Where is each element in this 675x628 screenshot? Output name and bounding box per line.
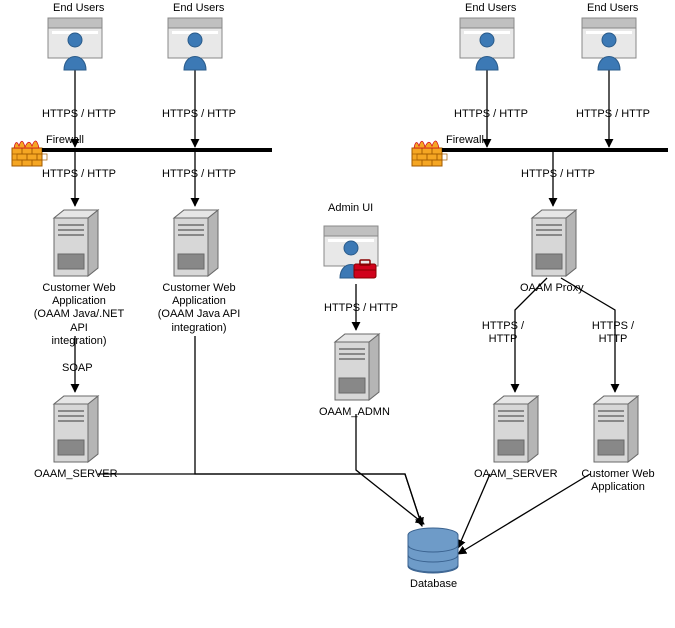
end-user-icon: [168, 18, 222, 70]
server-icon: [174, 210, 218, 276]
user4-label: End Users: [587, 2, 638, 15]
server-icon: [594, 396, 638, 462]
admin-label: Admin UI: [328, 202, 373, 215]
srv2-label: Customer WebApplication(OAAM Java APIint…: [151, 282, 247, 335]
oaamsrv1-label: OAAM_SERVER: [34, 468, 118, 481]
custweb2-label: Customer WebApplication: [576, 468, 660, 494]
admin-user-icon: [324, 226, 378, 278]
srv1-label: Customer WebApplication(OAAM Java/.NET A…: [24, 282, 134, 348]
edge-label: HTTPS / HTTP: [521, 168, 595, 181]
edge: [195, 336, 422, 526]
user3-label: End Users: [465, 2, 516, 15]
oaamsrv2-label: OAAM_SERVER: [474, 468, 558, 481]
edge: [356, 414, 424, 524]
user2-label: End Users: [173, 2, 224, 15]
edge-label: SOAP: [62, 362, 93, 375]
firewall-icon: [412, 141, 447, 166]
edge-label: HTTPS / HTTP: [42, 168, 116, 181]
edge: [458, 474, 590, 554]
server-icon: [54, 396, 98, 462]
firewall-icon: [12, 141, 47, 166]
edge-label: HTTPS / HTTP: [576, 108, 650, 121]
oaamadmn-label: OAAM_ADMN: [319, 406, 390, 419]
server-icon: [335, 334, 379, 400]
end-user-icon: [460, 18, 514, 70]
user1-label: End Users: [53, 2, 104, 15]
end-user-icon: [582, 18, 636, 70]
edge-label: HTTPS /HTTP: [480, 320, 526, 346]
server-icon: [494, 396, 538, 462]
edge-label: HTTPS / HTTP: [162, 168, 236, 181]
edge-label: HTTPS / HTTP: [42, 108, 116, 121]
server-icon: [532, 210, 576, 276]
edge-label: HTTPS / HTTP: [162, 108, 236, 121]
edge-label: HTTPS / HTTP: [454, 108, 528, 121]
end-user-icon: [48, 18, 102, 70]
edge: [98, 474, 422, 526]
edge-label: HTTPS /HTTP: [590, 320, 636, 346]
server-icon: [54, 210, 98, 276]
db-label: Database: [410, 578, 457, 591]
database-icon: [408, 528, 458, 573]
firewall-label: Firewall: [46, 134, 84, 147]
proxy-label: OAAM Proxy: [520, 282, 584, 295]
firewall-label: Firewall: [446, 134, 484, 147]
edge-label: HTTPS / HTTP: [324, 302, 398, 315]
